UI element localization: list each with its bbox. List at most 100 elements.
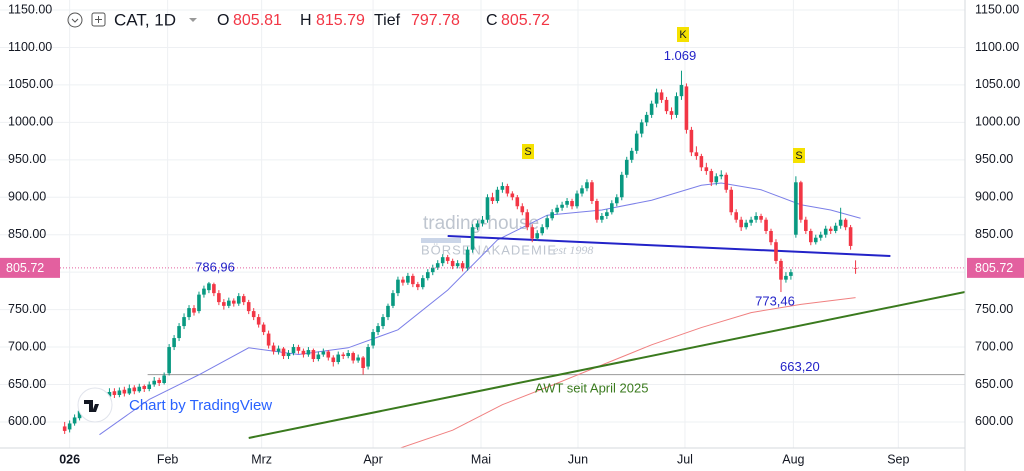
x-tick-label: Aug (782, 452, 804, 466)
candle-body (306, 350, 311, 355)
candle-body (808, 230, 813, 243)
grid (0, 0, 965, 448)
candle-body (286, 353, 291, 357)
moving-average (99, 182, 861, 436)
candle-body (162, 375, 166, 383)
candle-body (674, 96, 679, 115)
candle-body (291, 347, 296, 354)
candle-body (192, 308, 196, 313)
candle-body (356, 357, 360, 361)
collapse-icon (71, 18, 79, 23)
candle-body (639, 122, 644, 134)
candle-body (321, 351, 326, 355)
candle-body (515, 197, 520, 207)
candle-body (112, 391, 117, 395)
candle-body (147, 384, 152, 389)
y-tick-label: 750.00 (975, 302, 1013, 316)
candle-body (659, 92, 664, 100)
candle-body (580, 188, 584, 194)
trend-line (248, 291, 965, 439)
candle-body (167, 347, 171, 374)
last-price-tag (967, 257, 1024, 278)
credit-text[interactable]: Chart by TradingView (129, 397, 272, 414)
candle-body (510, 193, 515, 198)
candle-body (127, 388, 132, 394)
collapse-icon[interactable] (67, 12, 83, 28)
candle-body (326, 351, 331, 358)
candle-body (421, 278, 425, 288)
candle-body (610, 203, 614, 213)
x-tick-label: Sep (887, 452, 909, 466)
candle-body (595, 201, 599, 220)
candle-body (311, 350, 316, 360)
y-tick-label: 1100.00 (8, 40, 52, 54)
price-label: 786,96 (195, 259, 235, 274)
y-tick-label: 600.00 (975, 414, 1013, 428)
x-tick-label: Jun (568, 452, 588, 466)
candle-body (769, 230, 773, 243)
candle-body (67, 423, 72, 430)
legend: CAT, 1D O 805.81 H 815.79 Tief 797.78 C … (67, 10, 550, 29)
candle-body (202, 288, 206, 295)
candle-body (719, 174, 724, 177)
trend-line (447, 234, 891, 257)
candle-body (799, 182, 803, 220)
candle-body (241, 296, 246, 303)
plot (0, 70, 965, 448)
candle-body (774, 242, 778, 261)
price-label: 1.069 (664, 48, 697, 63)
candle-body (485, 197, 490, 220)
candle-body (416, 284, 420, 288)
candle-body (142, 385, 147, 389)
candle-body (222, 302, 226, 306)
candle-body (550, 212, 554, 219)
candle-body (122, 389, 127, 394)
candle-body (570, 201, 574, 207)
candle-body (351, 353, 355, 361)
candle-body (794, 182, 798, 235)
pattern-label: K (679, 29, 687, 41)
candle-body (450, 260, 455, 267)
add-icon[interactable] (91, 12, 106, 27)
candle-body (629, 150, 634, 160)
y-tick-label: 1100.00 (975, 40, 1019, 54)
candle-body (187, 308, 191, 318)
candle-body (227, 300, 231, 306)
candle-body (619, 174, 624, 198)
candle-body (212, 284, 216, 294)
candle-body (406, 275, 410, 283)
candle-body (734, 212, 738, 220)
candle-body (296, 347, 301, 351)
candle-body (545, 218, 549, 228)
candle-body (848, 227, 853, 246)
candle-body (480, 219, 485, 224)
y-tick-label: 950.00 (8, 152, 46, 166)
candle-body (137, 386, 142, 392)
candle-body (465, 249, 470, 269)
candle-body (346, 353, 350, 357)
y-tick-label: 950.00 (975, 152, 1013, 166)
candle-body (585, 182, 589, 189)
watermark-text: est 1998 (553, 243, 593, 257)
y-tick-label: 750.00 (8, 302, 46, 316)
candle-body (381, 317, 385, 327)
y-tick-label: 700.00 (8, 339, 46, 353)
candle-body (590, 182, 594, 202)
candle-body (828, 228, 833, 231)
add-icon (95, 16, 102, 23)
candle-body (490, 197, 495, 202)
candle-body (823, 228, 828, 235)
candle-body (435, 263, 440, 268)
y-tick-label: 700.00 (975, 339, 1013, 353)
candle-body (475, 223, 480, 228)
candle-body (634, 133, 639, 151)
last-price-label: 805.72 (6, 261, 44, 275)
price-label: 773,46 (755, 293, 795, 308)
x-tick-label: Apr (363, 452, 382, 466)
candle-body (132, 387, 137, 392)
symbol[interactable]: CAT, 1D (114, 10, 176, 29)
candle-body (525, 212, 530, 228)
candle-body (495, 189, 500, 202)
